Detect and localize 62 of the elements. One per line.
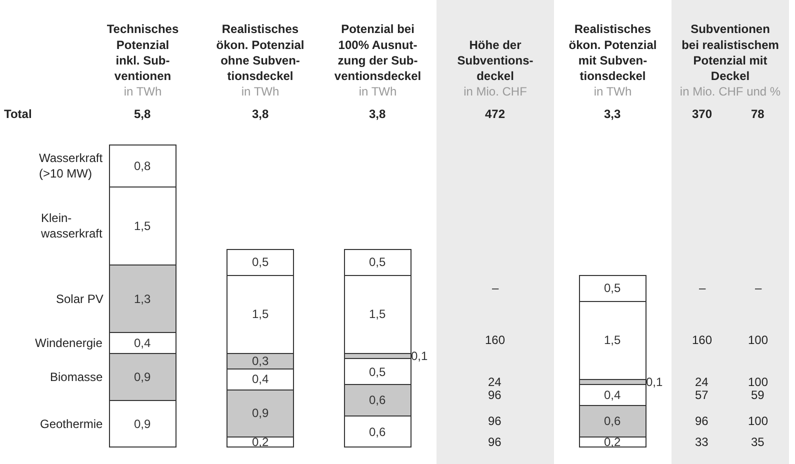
annotation: – (755, 281, 762, 295)
text: Total (4, 107, 32, 121)
annotation: 96 (695, 414, 709, 428)
data-label: 0,6 (369, 425, 386, 439)
series-label: Wasserkraft (>10 MW) (39, 151, 104, 181)
series-label: Biomasse (50, 370, 104, 384)
data-label: 0,9 (134, 370, 152, 384)
annotation: – (492, 281, 499, 295)
data-label: 0,5 (369, 255, 386, 269)
annotation: 96 (488, 414, 502, 428)
data-label: 0,5 (252, 255, 270, 269)
series-label: Windenergie (35, 336, 103, 350)
data-label: 0,1 (646, 375, 664, 389)
annotation: 57 (695, 388, 709, 402)
text: 370 (692, 107, 712, 121)
data-label: 1,5 (369, 307, 386, 321)
data-label: 0,3 (252, 354, 270, 368)
data-label: 0,5 (369, 365, 386, 379)
x-tick-label: Potenzial bei 100% Ausnut- zung der Sub- ventionsdeckel in TWh (334, 22, 422, 99)
annotation: 35 (751, 435, 765, 449)
annotation: 160 (485, 333, 506, 347)
series-label: Solar PV (56, 292, 104, 306)
data-label: 1,3 (134, 292, 152, 306)
data-label: 1,5 (252, 307, 270, 321)
annotation: 59 (751, 388, 765, 402)
data-label: 0,2 (604, 435, 622, 449)
series-label: Klein- wasserkraft (40, 211, 104, 241)
text: 5,8 (134, 107, 152, 121)
x-tick-label: Höhe der Subventions- deckel in Mio. CHF (457, 38, 534, 99)
annotation: 24 (695, 375, 709, 389)
data-label: 0,8 (134, 159, 152, 173)
annotation: 100 (748, 333, 768, 347)
text: 3,8 (369, 107, 386, 121)
x-tick-label: Realistisches ökon. Potenzial mit Subven- tionsdeckel in TWh (568, 22, 657, 99)
data-label: 0,4 (604, 388, 622, 402)
data-label: 1,5 (604, 333, 622, 347)
annotation: 96 (488, 388, 502, 402)
annotation: 96 (488, 435, 502, 449)
annotation: – (699, 281, 706, 295)
data-label: 1,5 (134, 219, 152, 233)
data-label: 0,5 (604, 281, 622, 295)
text: 78 (751, 107, 765, 121)
data-label: 0,2 (252, 435, 270, 449)
x-tick-label: Technisches Potenzial inkl. Sub- ventionen in TWh (106, 22, 179, 99)
data-label: 0,9 (134, 417, 152, 431)
data-label: 0,6 (604, 414, 622, 428)
data-label: 0,6 (369, 393, 386, 407)
x-tick-label: Realistisches ökon. Potenzial ohne Subven- tionsdeckel in TWh (216, 22, 304, 99)
text: 3,3 (604, 107, 622, 121)
annotation: 160 (692, 333, 712, 347)
x-tick-label: Subventionen bei realistischem Potenzial mit Deckel in Mio. CHF und % (680, 22, 781, 99)
data-label: 0,9 (252, 406, 270, 420)
annotation: 100 (748, 375, 768, 389)
series-label: Geothermie (40, 417, 104, 431)
text: 472 (485, 107, 506, 121)
data-label: 0,4 (134, 336, 152, 350)
text: 3,8 (252, 107, 270, 121)
annotation: 100 (748, 414, 768, 428)
annotation: 24 (488, 375, 502, 389)
data-label: 0,1 (411, 349, 428, 363)
annotation: 33 (695, 435, 709, 449)
data-label: 0,4 (252, 372, 270, 386)
